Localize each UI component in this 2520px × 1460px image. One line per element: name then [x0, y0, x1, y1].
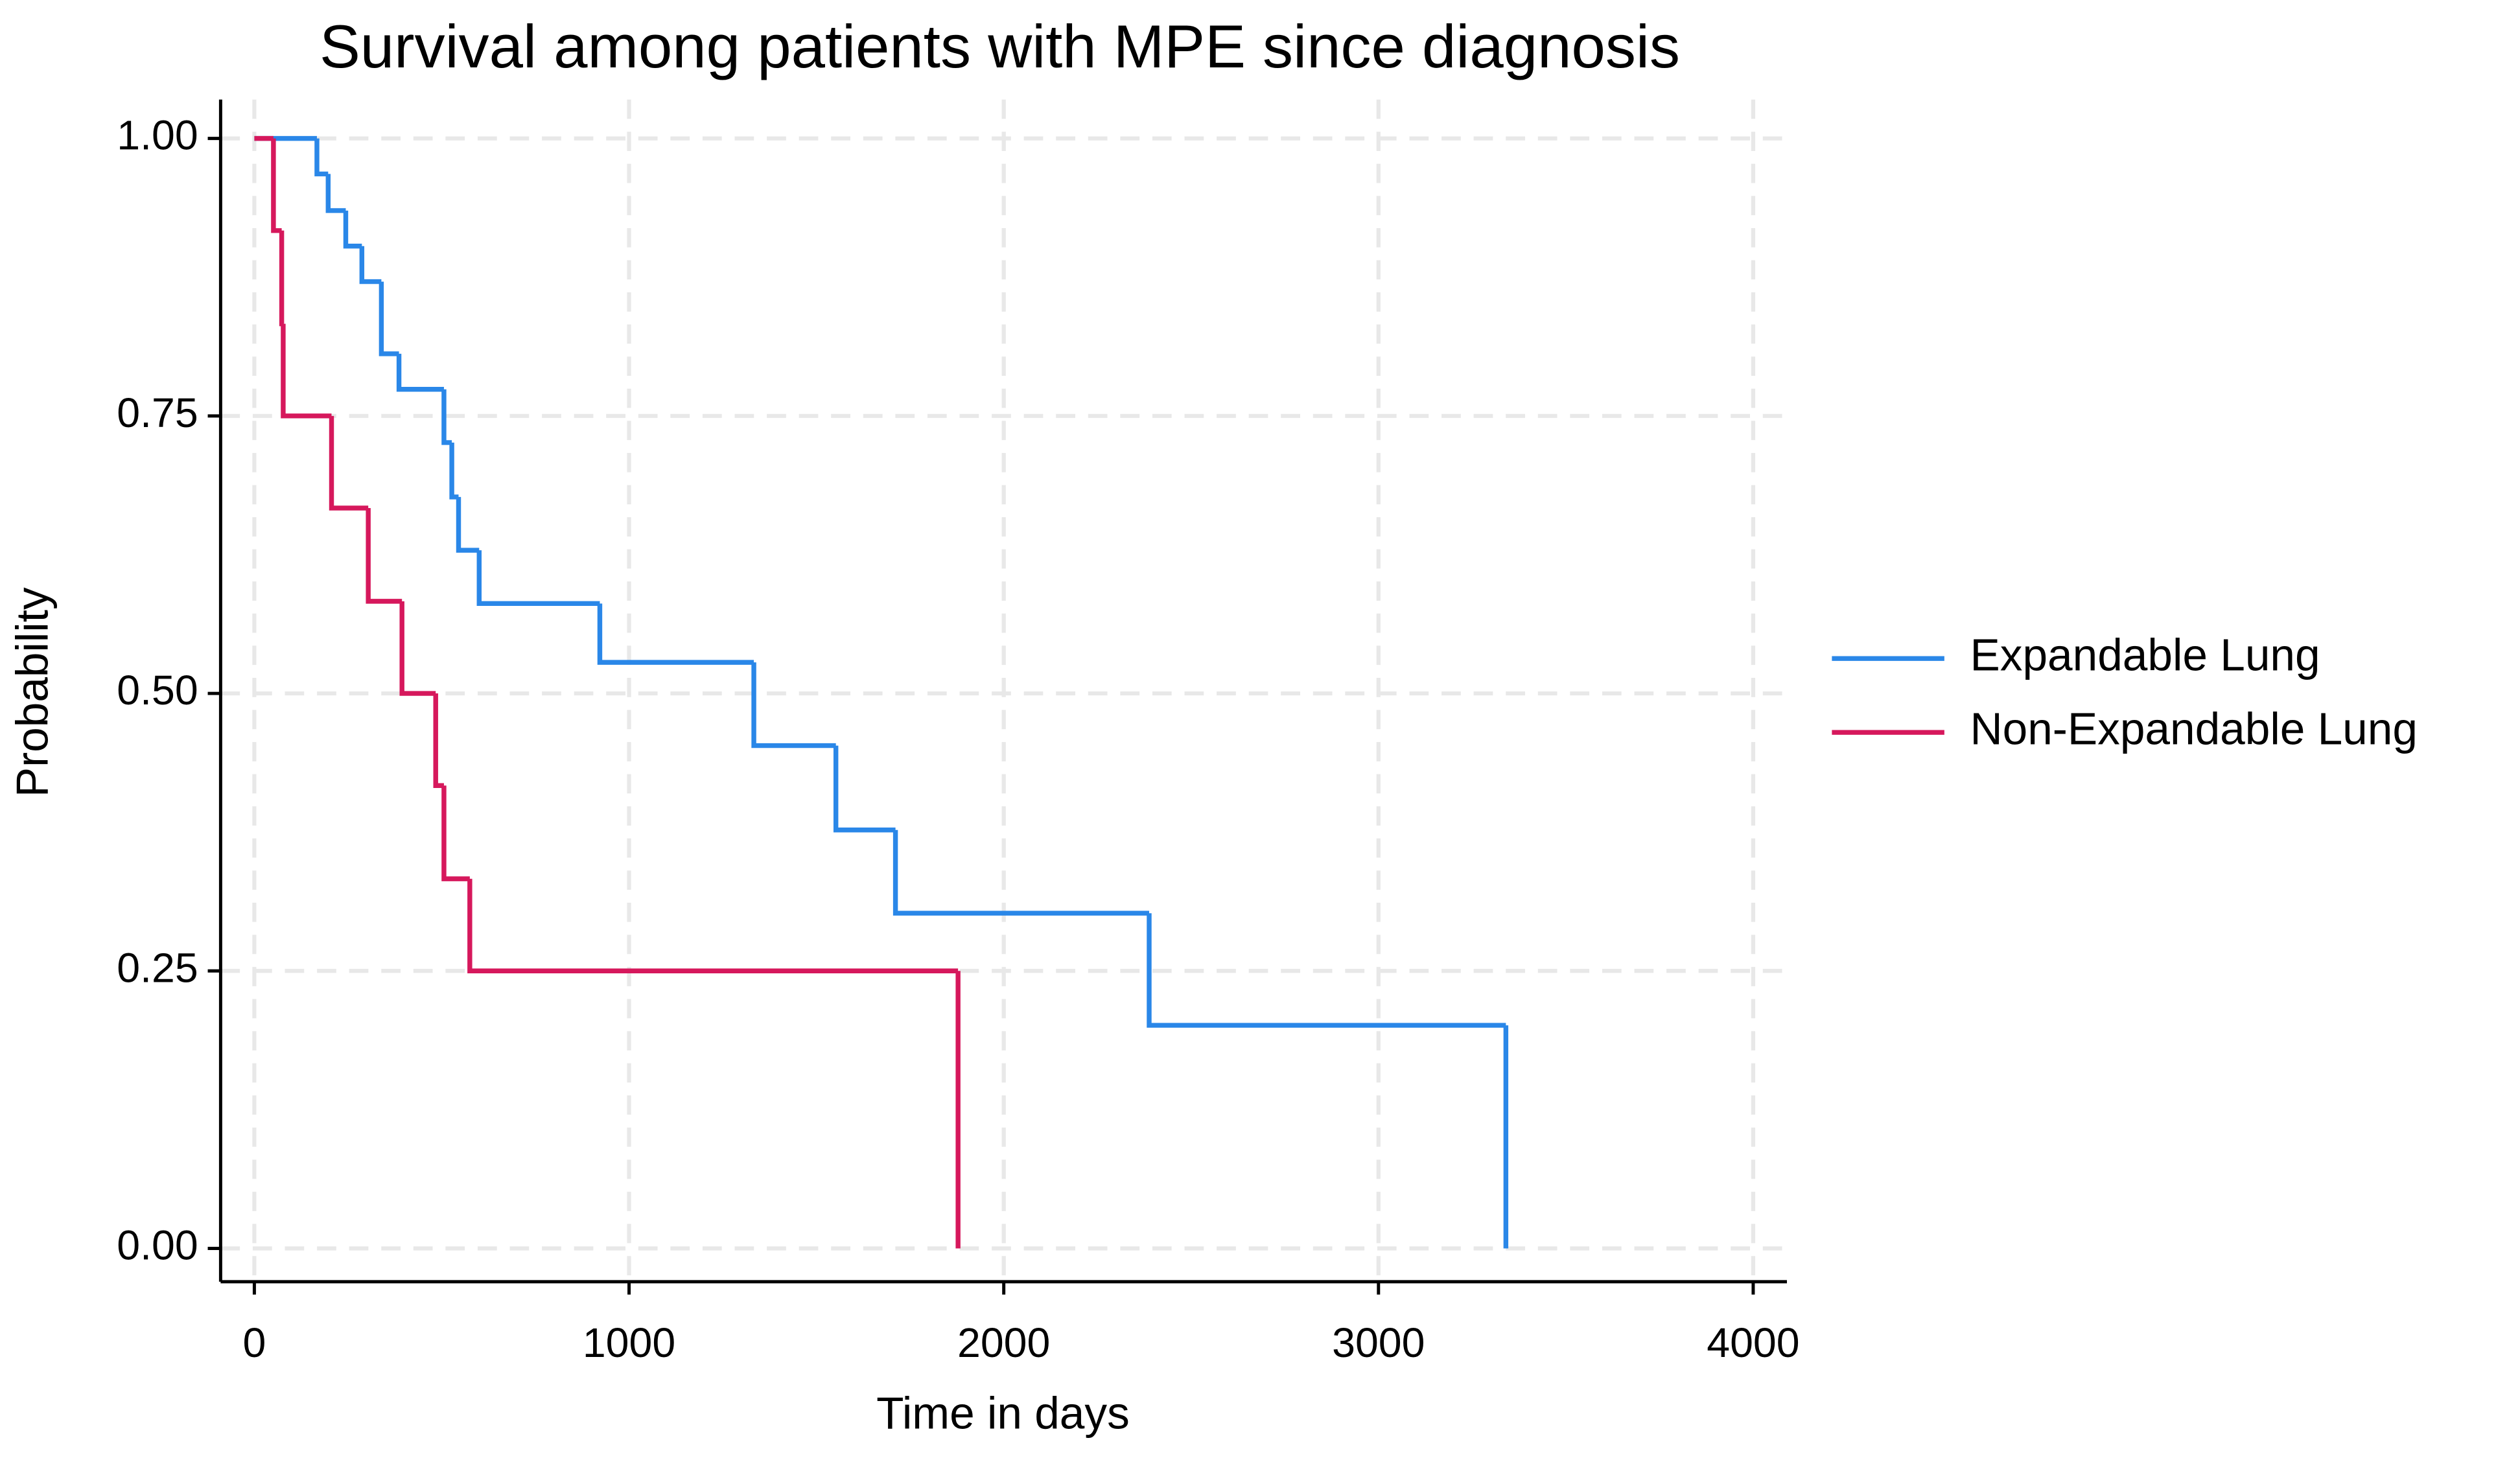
step-segment	[359, 246, 382, 284]
x-tick-label: 3000	[1332, 1319, 1425, 1366]
y-tick-label: 1.00	[117, 112, 198, 159]
y-tick-label: 0.75	[117, 389, 198, 436]
step-segment	[441, 785, 470, 881]
x-tick-label: 1000	[583, 1319, 675, 1366]
step-segment	[396, 353, 444, 392]
step-segment	[597, 603, 754, 665]
step-segment	[271, 138, 282, 233]
step-segment	[343, 210, 362, 249]
step-segment	[329, 415, 369, 511]
step-segment	[833, 745, 896, 833]
step-segment	[441, 389, 452, 445]
x-tick-label: 0	[242, 1319, 266, 1366]
step-segment	[379, 281, 399, 356]
step-segment	[449, 442, 459, 500]
step-segment	[366, 508, 402, 604]
x-tick-label: 4000	[1707, 1319, 1799, 1366]
x-axis-label: Time in days	[876, 1387, 1130, 1438]
legend-label: Expandable Lung	[1970, 630, 2320, 680]
y-tick-label: 0.00	[117, 1222, 198, 1269]
y-tick-label: 0.50	[117, 667, 198, 713]
step-segment	[279, 230, 285, 327]
step-segment	[456, 496, 480, 553]
step-segment	[751, 662, 836, 748]
chart-title: Survival among patients with MPE since d…	[320, 12, 1680, 80]
step-segment	[433, 693, 444, 788]
y-tick-label: 0.25	[117, 944, 198, 991]
step-segment	[467, 879, 959, 973]
x-tick-label: 2000	[957, 1319, 1050, 1366]
step-segment	[476, 550, 600, 607]
y-axis-label: Probability	[7, 587, 58, 797]
step-segment	[892, 829, 1149, 916]
step-segment	[325, 174, 346, 213]
step-segment	[1147, 913, 1506, 1028]
step-segment	[281, 323, 332, 419]
step-segment	[399, 601, 436, 696]
step-segment	[314, 138, 329, 177]
legend-label: Non-Expandable Lung	[1970, 704, 2418, 754]
